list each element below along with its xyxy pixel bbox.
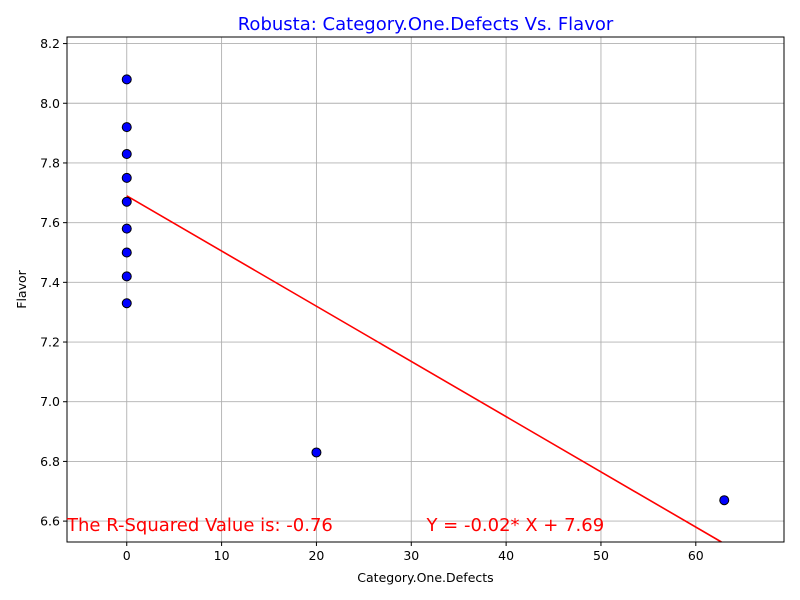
data-point — [121, 271, 132, 282]
x-tick-label: 50 — [593, 548, 609, 563]
data-point — [121, 172, 132, 183]
regression-line — [126, 195, 722, 543]
x-tick-label: 30 — [403, 548, 419, 563]
chart-title: Robusta: Category.One.Defects Vs. Flavor — [238, 14, 614, 35]
regression-line-group — [126, 195, 722, 543]
x-tick-label: 40 — [498, 548, 514, 563]
y-tick-label: 7.6 — [40, 215, 60, 230]
data-point — [121, 223, 132, 234]
y-tick-label: 7.8 — [40, 155, 60, 170]
data-point — [121, 247, 132, 258]
data-point — [121, 122, 132, 133]
x-tick-label: 10 — [214, 548, 230, 563]
annotation-text: The R-Squared Value is: -0.76 — [66, 515, 333, 536]
x-tick-label: 20 — [308, 548, 324, 563]
annotation-text: Y = -0.02* X + 7.69 — [425, 515, 604, 536]
plot-area-frame — [66, 36, 785, 543]
x-axis-label: Category.One.Defects — [357, 570, 493, 585]
y-tick-label: 7.0 — [40, 394, 60, 409]
data-point — [311, 447, 322, 458]
data-point — [121, 148, 132, 159]
y-tick-label: 8.2 — [40, 36, 60, 51]
y-axis-ticks: 6.6 6.8 7.0 7.2 7.4 7.6 7.8 8.0 8.2 — [40, 36, 67, 529]
x-axis-ticks: 0 10 20 30 40 50 60 — [123, 542, 704, 563]
y-tick-label: 6.8 — [40, 454, 60, 469]
data-point — [719, 495, 730, 506]
y-tick-label: 7.4 — [40, 275, 60, 290]
y-tick-label: 8.0 — [40, 96, 60, 111]
data-point — [121, 298, 132, 309]
grid — [67, 37, 784, 542]
data-point — [121, 196, 132, 207]
data-points — [121, 74, 730, 506]
data-point — [121, 74, 132, 85]
x-tick-label: 0 — [123, 548, 131, 563]
y-axis-label: Flavor — [14, 269, 29, 308]
y-tick-label: 6.6 — [40, 514, 60, 529]
annotations: The R-Squared Value is: -0.76 Y = -0.02* … — [66, 515, 604, 536]
y-tick-label: 7.2 — [40, 335, 60, 350]
x-tick-label: 60 — [688, 548, 704, 563]
